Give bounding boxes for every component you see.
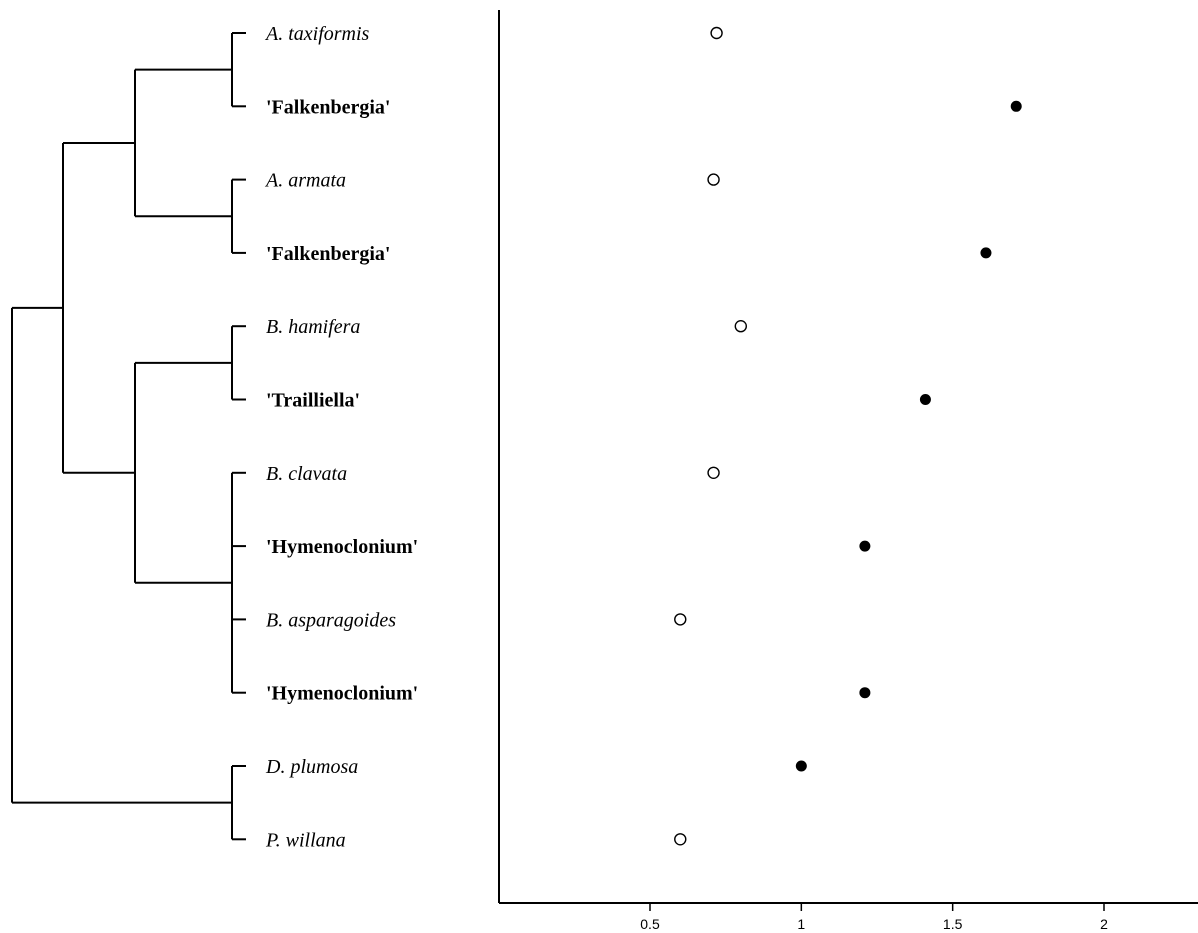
filled-point [795, 760, 807, 772]
x-tick-label: 0.5 [640, 916, 660, 932]
taxon-label: 'Trailliella' [266, 390, 360, 412]
open-point [707, 466, 720, 479]
x-tick-label: 1 [797, 916, 805, 932]
phylogenetic-tree [11, 32, 246, 841]
taxon-label: B. hamifera [266, 316, 360, 338]
taxon-label: A. armata [264, 170, 346, 192]
taxon-label: 'Falkenbergia' [266, 96, 390, 118]
open-point [674, 613, 687, 626]
filled-point [859, 687, 871, 699]
taxon-label: P. willana [265, 829, 346, 851]
x-tick-label: 2 [1100, 916, 1108, 932]
taxon-labels: A. taxiformis 'Falkenbergia' A. armata 'Fal… [264, 23, 418, 851]
open-point [707, 173, 720, 186]
open-point [710, 26, 723, 40]
filled-point [859, 540, 871, 552]
taxon-label: D. plumosa [265, 756, 358, 778]
x-axis: 0.5 1 1.5 2 [498, 10, 1198, 932]
taxon-label: B. clavata [266, 463, 347, 485]
taxon-label: 'Hymenoclonium' [266, 536, 418, 558]
taxon-label: 'Falkenbergia' [266, 243, 390, 265]
filled-point [919, 394, 931, 405]
taxon-label: B. asparagoides [266, 609, 396, 631]
x-tick-label: 1.5 [943, 916, 963, 932]
filled-point [1010, 100, 1022, 112]
taxon-label: A. taxiformis [264, 23, 370, 45]
filled-point [980, 247, 992, 259]
open-point [674, 833, 687, 846]
data-points [674, 26, 1022, 846]
taxon-label: 'Hymenoclonium' [266, 683, 418, 705]
open-point [734, 320, 747, 333]
